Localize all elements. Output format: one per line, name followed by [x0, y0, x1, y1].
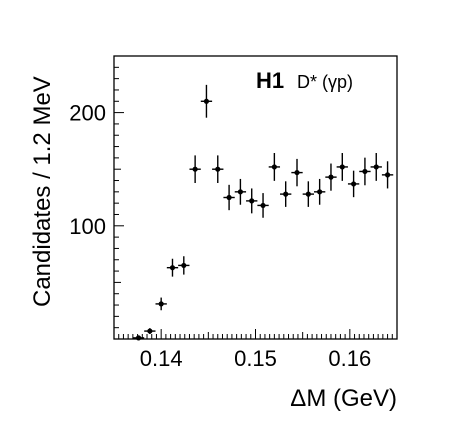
marker	[249, 198, 255, 204]
marker	[135, 335, 142, 341]
marker	[237, 189, 244, 195]
y-tick-label: 200	[69, 101, 106, 126]
x-tick-label: 0.16	[328, 346, 371, 371]
process-label: D* (γp)	[297, 72, 353, 92]
marker	[305, 191, 311, 197]
axis-ticks	[113, 66, 398, 339]
data-point	[268, 153, 281, 181]
data-point	[336, 153, 348, 181]
data-point	[223, 184, 235, 211]
plot-frame	[113, 55, 398, 340]
x-axis-title: ΔM (GeV)	[290, 385, 397, 412]
data-point	[291, 158, 303, 187]
data-point	[200, 84, 213, 118]
marker	[215, 166, 221, 172]
marker	[147, 328, 153, 334]
marker	[260, 202, 266, 209]
marker	[328, 174, 334, 180]
y-tick-label: 100	[69, 214, 106, 239]
data-point	[132, 335, 145, 341]
marker	[362, 168, 368, 175]
data-point	[347, 170, 360, 198]
data-point	[313, 178, 326, 205]
marker	[158, 301, 164, 307]
marker	[181, 262, 187, 269]
x-tick-label: 0.14	[140, 346, 183, 371]
data-point	[189, 155, 201, 184]
data-point	[246, 188, 258, 214]
marker	[169, 265, 176, 271]
marker	[271, 164, 277, 170]
marker	[317, 189, 323, 195]
marker	[294, 169, 300, 176]
data-point	[144, 328, 156, 335]
data-point	[359, 157, 371, 186]
y-axis-title: Candidates / 1.2 MeV	[29, 76, 56, 307]
data-point	[234, 178, 247, 205]
marker	[192, 166, 198, 172]
marker	[203, 98, 210, 104]
data-point	[178, 256, 190, 275]
marker	[384, 172, 391, 178]
data-point	[257, 193, 269, 218]
data-point	[302, 181, 314, 207]
x-tick-label: 0.15	[234, 346, 277, 371]
tick-labels: 0.14 0.15 0.16 100 200	[69, 101, 371, 371]
marker	[283, 191, 289, 197]
marker	[373, 164, 379, 170]
data-point	[370, 153, 382, 181]
data-point	[212, 155, 224, 184]
marker	[226, 194, 232, 201]
data-point	[155, 297, 167, 311]
data-points	[132, 84, 394, 341]
marker	[339, 164, 345, 170]
marker	[351, 181, 357, 187]
experiment-label: H1	[256, 68, 284, 93]
data-point	[280, 181, 292, 207]
data-point	[325, 163, 337, 191]
data-point	[166, 258, 179, 277]
data-point	[381, 161, 394, 189]
